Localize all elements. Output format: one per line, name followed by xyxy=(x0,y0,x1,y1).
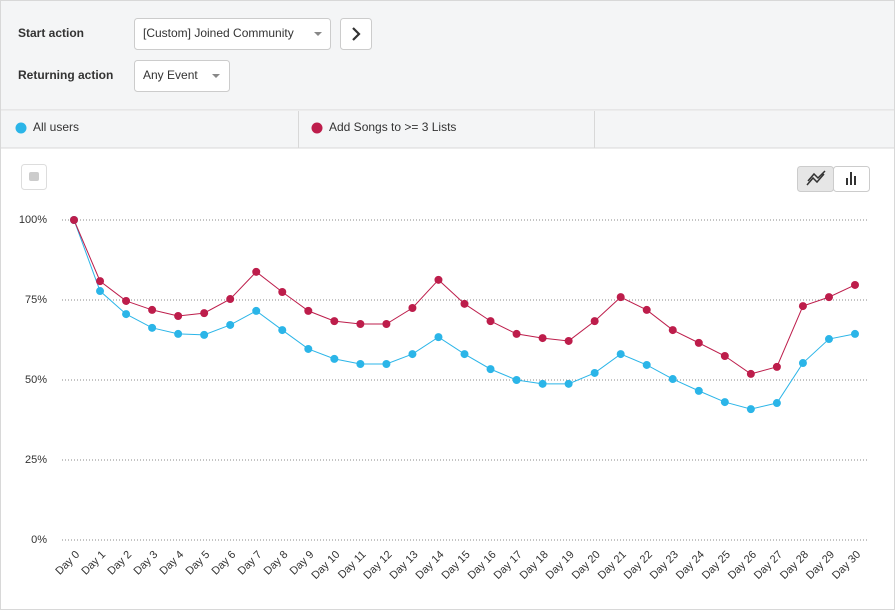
data-point xyxy=(252,306,261,315)
data-point xyxy=(512,376,521,384)
data-point xyxy=(694,386,703,395)
data-point xyxy=(668,375,677,384)
data-point xyxy=(512,329,521,338)
data-point xyxy=(330,354,339,363)
arrow-icon xyxy=(352,27,361,41)
data-point xyxy=(96,287,105,296)
data-point xyxy=(382,360,391,368)
data-point xyxy=(70,216,78,224)
data-point xyxy=(772,399,781,408)
data-point xyxy=(122,310,131,319)
data-point xyxy=(356,320,365,328)
line-view-button[interactable] xyxy=(797,166,834,192)
data-point xyxy=(356,360,365,368)
data-point xyxy=(851,280,859,289)
caret xyxy=(212,74,220,78)
data-point xyxy=(851,329,859,338)
controls-panel xyxy=(1,1,894,110)
data-point xyxy=(304,344,313,353)
data-point xyxy=(174,312,183,320)
data-point xyxy=(590,317,599,326)
data-point xyxy=(226,295,235,304)
data-point xyxy=(460,350,469,359)
data-point xyxy=(382,320,391,328)
bar-icon xyxy=(846,172,856,185)
y-tick-label: 25% xyxy=(25,454,47,466)
data-point xyxy=(564,379,573,388)
legend-label: All users xyxy=(33,120,79,134)
data-point xyxy=(252,267,261,276)
data-point xyxy=(798,302,807,311)
start-action-value: [Custom] Joined Community xyxy=(143,26,294,40)
data-point xyxy=(538,379,547,388)
data-point xyxy=(694,338,703,347)
returning-action-label: Returning action xyxy=(18,68,113,82)
data-point xyxy=(278,288,287,296)
data-point xyxy=(798,359,807,368)
data-point xyxy=(460,299,469,308)
legend-label: Add Songs to >= 3 Lists xyxy=(329,120,456,134)
data-point xyxy=(824,293,833,302)
legend-dot xyxy=(15,122,27,134)
data-point xyxy=(408,304,417,312)
returning-action-dropdown[interactable] xyxy=(134,60,230,92)
data-point xyxy=(720,398,729,407)
data-point xyxy=(226,320,235,329)
data-point xyxy=(330,317,339,326)
compare-icon xyxy=(29,172,39,181)
start-action-dropdown[interactable] xyxy=(134,18,331,50)
data-point xyxy=(122,296,131,305)
data-point xyxy=(148,305,157,314)
legend-dot xyxy=(311,122,323,134)
data-point xyxy=(746,369,755,378)
data-point xyxy=(590,368,599,377)
data-point xyxy=(434,275,443,284)
returning-action-value: Any Event xyxy=(143,68,198,82)
data-point xyxy=(408,350,417,359)
data-point xyxy=(304,306,313,315)
data-point xyxy=(668,326,677,335)
data-point xyxy=(486,317,495,326)
data-point xyxy=(96,277,105,286)
caret xyxy=(314,32,322,36)
data-point xyxy=(772,362,781,371)
data-point xyxy=(642,360,651,369)
y-tick-label: 50% xyxy=(25,374,47,386)
y-tick-label: 100% xyxy=(19,214,47,226)
data-point xyxy=(564,336,573,345)
data-point xyxy=(642,305,651,314)
y-tick-label: 75% xyxy=(25,294,47,306)
data-point xyxy=(200,330,209,339)
data-point xyxy=(200,309,209,318)
y-tick-label: 0% xyxy=(31,534,47,546)
data-point xyxy=(486,365,495,374)
data-point xyxy=(174,329,183,338)
go-button[interactable] xyxy=(340,18,372,50)
line-icon xyxy=(806,170,826,186)
data-point xyxy=(746,405,755,414)
data-point xyxy=(720,352,729,360)
data-point xyxy=(538,334,547,343)
start-action-label: Start action xyxy=(18,26,84,40)
data-point xyxy=(434,333,443,342)
data-point xyxy=(148,323,157,332)
data-point xyxy=(278,326,287,335)
legend-bar xyxy=(1,111,894,148)
data-point xyxy=(616,293,625,302)
data-point xyxy=(824,335,833,344)
data-point xyxy=(616,350,625,359)
